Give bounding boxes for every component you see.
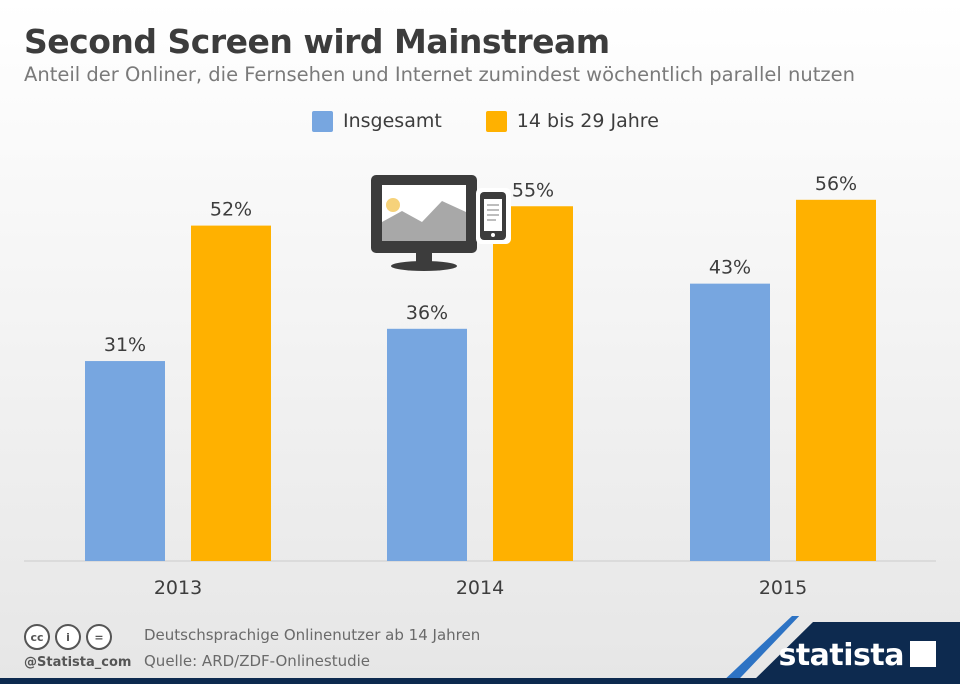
legend: Insgesamt 14 bis 29 Jahre [312, 110, 703, 132]
data-label-14-29-2013: 52% [210, 199, 252, 221]
statista-logo-icon [910, 641, 936, 667]
bar-insgesamt-2015 [690, 283, 770, 561]
cc-icon: cc [24, 624, 50, 650]
bar-14-29-2014 [493, 206, 573, 561]
source-note: Quelle: ARD/ZDF-Onlinestudie [144, 652, 371, 670]
bar-14-29-2013 [191, 225, 271, 561]
x-tick-label-2014: 2014 [456, 577, 504, 599]
legend-item-14-29: 14 bis 29 Jahre [485, 110, 659, 132]
legend-label-insgesamt: Insgesamt [343, 110, 442, 132]
statista-logo-text: statista [778, 638, 904, 673]
twitter-handle: @Statista_com [24, 655, 132, 670]
data-label-insgesamt-2015: 43% [709, 257, 751, 279]
brand-bar [0, 678, 960, 684]
bar-14-29-2015 [796, 199, 876, 562]
license-icons: cc i = [24, 624, 112, 650]
bars-layer: 31% 52% 2013 36% 55% 2014 43% 56% 2015 [24, 173, 936, 599]
legend-swatch-insgesamt [312, 110, 333, 132]
attribution-icon: i [55, 624, 81, 650]
bar-insgesamt-2013 [85, 361, 165, 561]
legend-label-14-29: 14 bis 29 Jahre [516, 110, 659, 132]
data-label-14-29-2014: 55% [512, 179, 554, 201]
tv-and-smartphone-icon [371, 175, 511, 271]
data-label-insgesamt-2013: 31% [104, 334, 146, 356]
chart-title: Second Screen wird Mainstream [24, 22, 610, 61]
data-label-insgesamt-2014: 36% [406, 302, 448, 324]
chart-subtitle: Anteil der Onliner, die Fernsehen und In… [24, 63, 855, 86]
data-label-14-29-2015: 56% [815, 173, 857, 195]
bar-insgesamt-2014 [387, 328, 467, 561]
legend-item-insgesamt: Insgesamt [312, 110, 442, 132]
legend-swatch-14-29 [485, 110, 507, 132]
x-tick-label-2013: 2013 [154, 577, 202, 599]
population-note: Deutschsprachige Onlinenutzer ab 14 Jahr… [144, 626, 481, 644]
no-derivatives-icon: = [86, 624, 112, 650]
x-tick-label-2015: 2015 [759, 577, 807, 599]
